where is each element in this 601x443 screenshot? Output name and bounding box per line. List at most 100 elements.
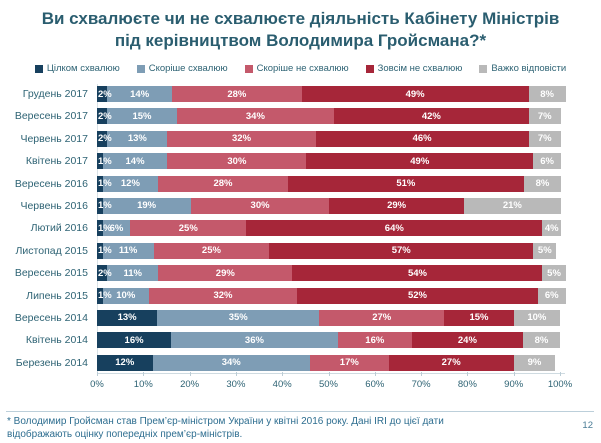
bar-segment: 16% — [337, 332, 412, 349]
bar-value-label: 27% — [372, 312, 392, 324]
bar-value-label: 32% — [213, 290, 233, 302]
bar-value-label: 28% — [213, 178, 233, 190]
bar-segment: 51% — [287, 175, 524, 192]
bar-value-label: 6% — [544, 290, 559, 302]
bar-value-label: 8% — [540, 88, 554, 100]
legend-swatch-icon — [365, 64, 374, 73]
bar-segment: 54% — [292, 265, 543, 282]
chart-row: Березень 2014 12% 34% 17% 27% 9% — [0, 354, 601, 371]
chart-row: Липень 2015 1% 10% 32% 52% 6% — [0, 287, 601, 304]
legend-item-3: Зовсім не схвалюю — [365, 63, 462, 74]
chart-row: Лютий 2016 1% 6% 25% 64% 4% — [0, 220, 601, 237]
bar-value-label: 6% — [109, 222, 124, 234]
bar-value-label: 6% — [540, 155, 554, 167]
bar-value-label: 30% — [250, 200, 270, 212]
bar-value-label: 29% — [387, 200, 407, 212]
bar-segment: 25% — [153, 242, 270, 259]
bar-value-label: 7% — [537, 110, 552, 122]
stacked-bar: 1% 19% 30% 29% 21% — [97, 197, 561, 214]
axis-tick-label: 70% — [411, 378, 431, 390]
stacked-bar: 1% 12% 28% 51% 8% — [97, 175, 561, 192]
axis-tick-mark — [467, 371, 469, 376]
bar-segment: 11% — [102, 242, 154, 259]
bar-segment: 1% — [97, 242, 112, 259]
legend-label: Скоріше не схвалюю — [256, 63, 349, 74]
bar-value-label: 14% — [130, 88, 150, 100]
bar-value-label: 64% — [384, 222, 404, 234]
row-label: Квітень 2014 — [25, 334, 88, 347]
bar-segment: 35% — [157, 309, 320, 326]
bar-segment: 27% — [388, 354, 514, 371]
bar-value-label: 34% — [221, 357, 241, 369]
row-label: Червень 2017 — [20, 132, 88, 145]
bar-segment: 1% — [97, 175, 112, 192]
legend-item-4: Важко відповісти — [479, 63, 566, 74]
bar-value-label: 8% — [534, 334, 549, 346]
legend-item-1: Скоріше схвалюю — [136, 63, 228, 74]
bar-value-label: 54% — [407, 267, 427, 279]
chart-row: Грудень 2017 2% 14% 28% 49% 8% — [0, 86, 601, 102]
bar-segment: 15% — [107, 108, 177, 125]
axis-tick-label: 50% — [318, 378, 339, 390]
bar-segment: 21% — [463, 197, 561, 214]
bar-value-label: 1% — [98, 200, 112, 212]
bar-value-label: 25% — [178, 222, 198, 234]
bar-value-label: 15% — [469, 312, 489, 324]
bar-value-label: 7% — [537, 133, 552, 145]
bar-value-label: 10% — [116, 290, 136, 302]
bar-value-label: 29% — [215, 267, 235, 279]
bar-segment: 1% — [97, 220, 112, 237]
bar-segment: 14% — [107, 86, 173, 102]
axis-tick-mark — [97, 371, 98, 376]
bar-segment: 32% — [148, 287, 298, 304]
bar-segment: 10% — [102, 287, 149, 304]
row-label: Вересень 2016 — [14, 177, 88, 190]
bar-segment: 29% — [329, 197, 464, 214]
chart-row: Червень 2016 1% 19% 30% 29% 21% — [0, 197, 601, 214]
legend-swatch-icon — [136, 64, 145, 73]
bar-value-label: 49% — [405, 88, 425, 100]
bar-segment: 1% — [97, 287, 112, 304]
axis-tick-label: 80% — [457, 378, 477, 390]
bar-value-label: 21% — [502, 200, 522, 212]
bar-value-label: 32% — [232, 133, 252, 145]
bar-segment: 8% — [522, 332, 560, 349]
bar-value-label: 2% — [98, 110, 112, 122]
bar-segment: 5% — [533, 242, 557, 259]
bar-value-label: 27% — [441, 357, 461, 369]
bar-segment: 42% — [334, 108, 529, 125]
stacked-bar: 1% 6% 25% 64% 4% — [97, 220, 561, 237]
stacked-bar: 12% 34% 17% 27% 9% — [97, 354, 556, 371]
legend-item-2: Скоріше не схвалюю — [244, 63, 349, 74]
bar-segment: 6% — [537, 287, 566, 304]
bar-segment: 29% — [158, 265, 293, 282]
bar-segment: 32% — [167, 130, 316, 147]
bar-value-label: 1% — [98, 290, 112, 302]
bar-value-label: 13% — [127, 133, 147, 145]
bar-value-label: 42% — [421, 110, 441, 122]
axis-tick-label: 20% — [180, 378, 200, 390]
bar-segment: 16% — [97, 332, 172, 349]
bar-value-label: 15% — [132, 110, 152, 122]
bar-value-label: 13% — [117, 312, 137, 324]
stacked-bar: 16% 36% 16% 24% 8% — [97, 332, 560, 349]
chart-row: Вересень 2017 2% 15% 34% 42% 7% — [0, 108, 601, 125]
bar-value-label: 11% — [118, 245, 138, 257]
bar-segment: 49% — [306, 153, 534, 170]
bar-segment: 2% — [97, 130, 112, 147]
bar-segment: 36% — [171, 332, 338, 349]
bar-segment: 46% — [315, 130, 529, 147]
stacked-bar: 2% 14% 28% 49% 8% — [97, 86, 566, 102]
chart-row: Квітень 2017 1% 14% 30% 49% 6% — [0, 153, 601, 170]
bar-value-label: 11% — [123, 267, 142, 279]
bar-segment: 7% — [528, 108, 561, 125]
bar-value-label: 2% — [98, 88, 112, 100]
stacked-bar: 1% 11% 25% 57% 5% — [97, 242, 557, 259]
axis-tick-mark — [189, 371, 191, 376]
legend-swatch-icon — [244, 64, 253, 73]
bar-segment: 13% — [107, 130, 168, 147]
bar-segment: 14% — [102, 153, 168, 170]
x-axis: 0% 10% 20% 30% 40% 50% 60% 70% 80% 90% 100% — [90, 371, 572, 392]
bar-value-label: 17% — [339, 357, 359, 369]
